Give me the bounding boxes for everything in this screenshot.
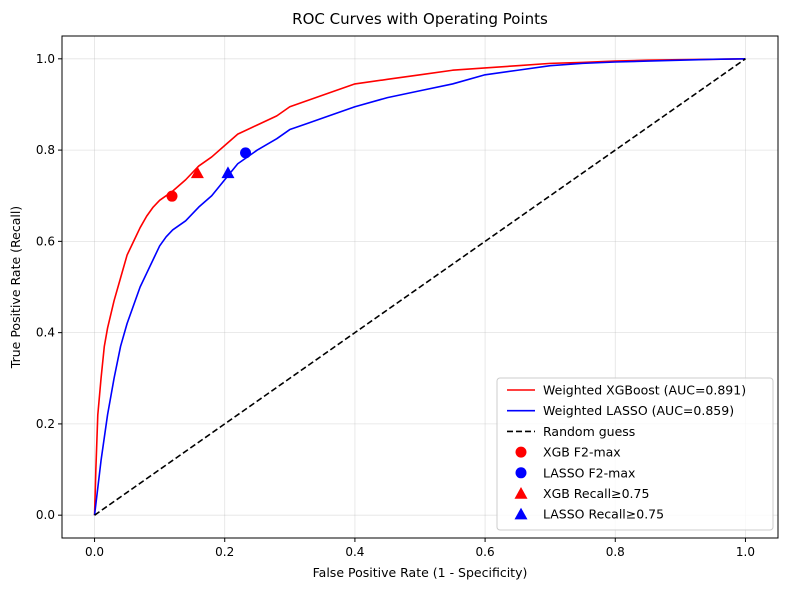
legend-handle-lasso-recall-0-75 (514, 507, 528, 520)
legend-label-lasso-recall-0-75: LASSO Recall≥0.75 (543, 507, 664, 522)
y-tick-label: 0.6 (36, 234, 55, 248)
y-tick-label: 0.2 (36, 417, 55, 431)
plot-frame (61, 35, 779, 539)
series-line-random-guess (94, 58, 746, 516)
marker-xgb-recall-0-75 (190, 166, 204, 179)
legend: Weighted XGBoost (AUC=0.891) Weighted LAS… (496, 377, 774, 531)
marker-lasso-recall-0-75 (221, 166, 235, 179)
y-axis-label: True Positive Rate (Recall) (8, 206, 23, 369)
legend-label-lasso-f2-max: LASSO F2-max (543, 465, 635, 480)
x-tick-label: 0.0 (85, 545, 104, 559)
series-line-weighted-xgboost-auc-0-891 (93, 58, 746, 516)
plot-series (93, 58, 746, 516)
chart-title: ROC Curves with Operating Points (292, 10, 548, 28)
legend-label-weighted-lasso-auc-0-859: Weighted LASSO (AUC=0.859) (543, 403, 734, 418)
x-tick-label: 0.6 (476, 545, 495, 559)
y-tick-label: 0.0 (36, 508, 55, 522)
x-tick-label: 1.0 (736, 545, 755, 559)
operating-points (166, 147, 252, 202)
x-tick-label: 0.4 (345, 545, 364, 559)
legend-handle-lasso-f2-max (515, 467, 527, 479)
legend-label-xgb-f2-max: XGB F2-max (543, 445, 621, 460)
legend-label-xgb-recall-0-75: XGB Recall≥0.75 (543, 486, 649, 501)
legend-label-weighted-xgboost-auc-0-891: Weighted XGBoost (AUC=0.891) (543, 383, 746, 398)
legend-handle-xgb-recall-0-75 (514, 487, 528, 499)
marker-lasso-f2-max (240, 147, 252, 159)
y-tick-label: 1.0 (36, 52, 55, 66)
legend-box (496, 377, 774, 531)
legend-label-random-guess: Random guess (543, 424, 635, 439)
x-axis-label: False Positive Rate (1 - Specificity) (313, 565, 528, 580)
legend-handle-xgb-f2-max (515, 446, 527, 458)
series-line-weighted-lasso-auc-0-859 (93, 58, 746, 516)
x-tick-label: 0.2 (215, 545, 234, 559)
y-tick-label: 0.4 (36, 326, 55, 340)
grid (62, 36, 778, 538)
x-tick-label: 0.8 (606, 545, 625, 559)
marker-xgb-f2-max (166, 190, 178, 202)
y-tick-label: 0.8 (36, 143, 55, 157)
axis-ticks: 0.0 0.2 0.4 0.6 0.8 1.0 0.0 0.2 0.4 0.6 0.8 1.0 (36, 52, 755, 559)
